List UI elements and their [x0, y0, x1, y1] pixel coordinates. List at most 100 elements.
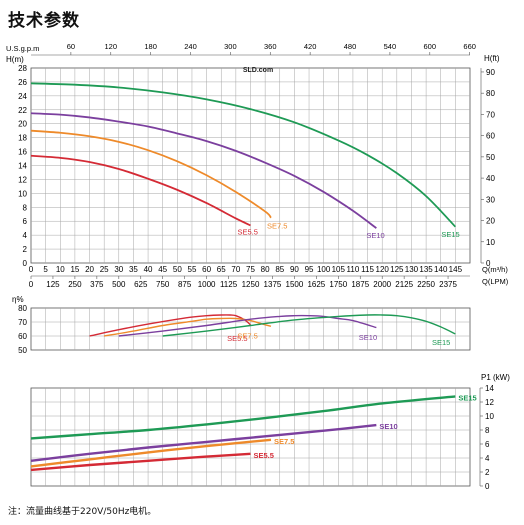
x-tick-label: 120 [376, 265, 390, 274]
lpm-tick-label: 375 [90, 280, 104, 289]
ft-tick-label: 30 [486, 195, 495, 204]
x-tick-label: 25 [100, 265, 109, 274]
power-curve-SE5-5 [30, 452, 251, 472]
x-tick-label: 140 [434, 265, 448, 274]
ft-tick-label: 20 [486, 217, 495, 226]
gpm-tick-label: 420 [304, 42, 317, 51]
x-tick-label: 130 [405, 265, 419, 274]
y-tick-label: 20 [18, 120, 27, 129]
y-axis-label: H(m) [6, 55, 24, 64]
y-tick-label-right: 10 [485, 412, 494, 421]
x-axis-label: Q(m³/h) [482, 265, 508, 274]
gpm-tick-label: 540 [384, 42, 397, 51]
y-tick-label: 8 [23, 203, 28, 212]
gpm-tick-label: 240 [184, 42, 197, 51]
gpm-tick-label: 180 [144, 42, 157, 51]
ft-tick-label: 50 [486, 153, 495, 162]
ft-tick-label: 0 [486, 259, 491, 268]
eff-curve-SE10 [118, 314, 377, 337]
x-tick-label: 5 [43, 265, 48, 274]
watermark-text: SLD.com [243, 67, 273, 74]
gpm-tick-label: 120 [104, 42, 117, 51]
y-tick-label-right: 14 [485, 384, 494, 393]
ft-axis-label: H(ft) [484, 54, 500, 63]
lpm-tick-label: 750 [156, 280, 170, 289]
y-tick-label: 80 [18, 304, 27, 313]
x-tick-label: 95 [305, 265, 314, 274]
head-curve-SE10 [30, 112, 377, 229]
x-tick-label: 0 [29, 265, 34, 274]
series-label: SE10 [366, 231, 384, 240]
x-tick-label: 100 [317, 265, 331, 274]
y-tick-label: 2 [23, 245, 28, 254]
gpm-tick-label: 300 [224, 42, 237, 51]
gpm-axis-label: U.S.g.p.m [6, 44, 39, 53]
lpm-tick-label: 1375 [264, 280, 282, 289]
y-tick-label: 22 [18, 106, 27, 115]
x-tick-label: 20 [85, 265, 94, 274]
lpm-tick-label: 1000 [198, 280, 216, 289]
y-tick-label: 28 [18, 64, 27, 73]
ft-tick-label: 80 [486, 89, 495, 98]
y-tick-label-right: 4 [485, 454, 490, 463]
series-label: SE10 [379, 422, 397, 431]
y-tick-label: 26 [18, 78, 27, 87]
eff-curve-SE15 [162, 314, 456, 337]
lpm-tick-label: 1125 [220, 280, 238, 289]
x-tick-label: 85 [275, 265, 284, 274]
y-tick-label: 18 [18, 134, 27, 143]
y-tick-label-right: 0 [485, 482, 490, 491]
eff-curve-SE5-5 [89, 314, 251, 337]
x-tick-label: 60 [202, 265, 211, 274]
lpm-axis-label: Q(LPM) [482, 277, 509, 286]
lpm-tick-label: 1875 [351, 280, 369, 289]
head-curve-SE5-5 [30, 154, 251, 227]
series-label: SE7.5 [267, 222, 287, 231]
lpm-tick-label: 1625 [307, 280, 325, 289]
y-tick-label: 60 [18, 332, 27, 341]
series-label: SE7.5 [237, 331, 257, 340]
ft-tick-label: 10 [486, 238, 495, 247]
gpm-tick-label: 60 [67, 42, 75, 51]
lpm-tick-label: 250 [68, 280, 82, 289]
head-curve-SE7-5 [30, 129, 272, 219]
head-curve-SE15 [30, 82, 457, 228]
y-tick-label: 4 [23, 231, 28, 240]
x-tick-label: 50 [173, 265, 182, 274]
x-tick-label: 15 [70, 265, 79, 274]
y-axis-label: η% [12, 295, 24, 304]
gpm-tick-label: 360 [264, 42, 277, 51]
page-title: 技术参数 [8, 11, 80, 31]
x-tick-label: 40 [144, 265, 153, 274]
series-label: SE15 [441, 230, 459, 239]
power-curve-SE7-5 [30, 438, 272, 468]
lpm-tick-label: 0 [29, 280, 34, 289]
y-tick-label: 12 [18, 175, 27, 184]
lpm-tick-label: 875 [178, 280, 192, 289]
x-tick-label: 10 [56, 265, 65, 274]
x-tick-label: 125 [390, 265, 404, 274]
y-tick-label: 10 [18, 189, 27, 198]
lpm-tick-label: 1250 [242, 280, 260, 289]
series-label: SE15 [458, 393, 476, 402]
series-label: SE15 [432, 338, 450, 347]
y-tick-label-right: 6 [485, 440, 490, 449]
lpm-tick-label: 1750 [329, 280, 347, 289]
series-label: SE5.5 [254, 451, 274, 460]
lpm-tick-label: 2000 [373, 280, 391, 289]
ft-tick-label: 90 [486, 68, 495, 77]
ft-tick-label: 40 [486, 174, 495, 183]
lpm-tick-label: 625 [134, 280, 148, 289]
gpm-tick-label: 480 [344, 42, 357, 51]
gpm-tick-label: 600 [424, 42, 437, 51]
x-tick-label: 145 [449, 265, 463, 274]
footnote: 注：流量曲线基于220V/50Hz电机。 [8, 507, 157, 517]
y-tick-label: 14 [18, 162, 27, 171]
series-label: SE5.5 [227, 334, 247, 343]
x-tick-label: 90 [290, 265, 299, 274]
y-tick-label: 6 [23, 217, 28, 226]
ft-tick-label: 70 [486, 110, 495, 119]
